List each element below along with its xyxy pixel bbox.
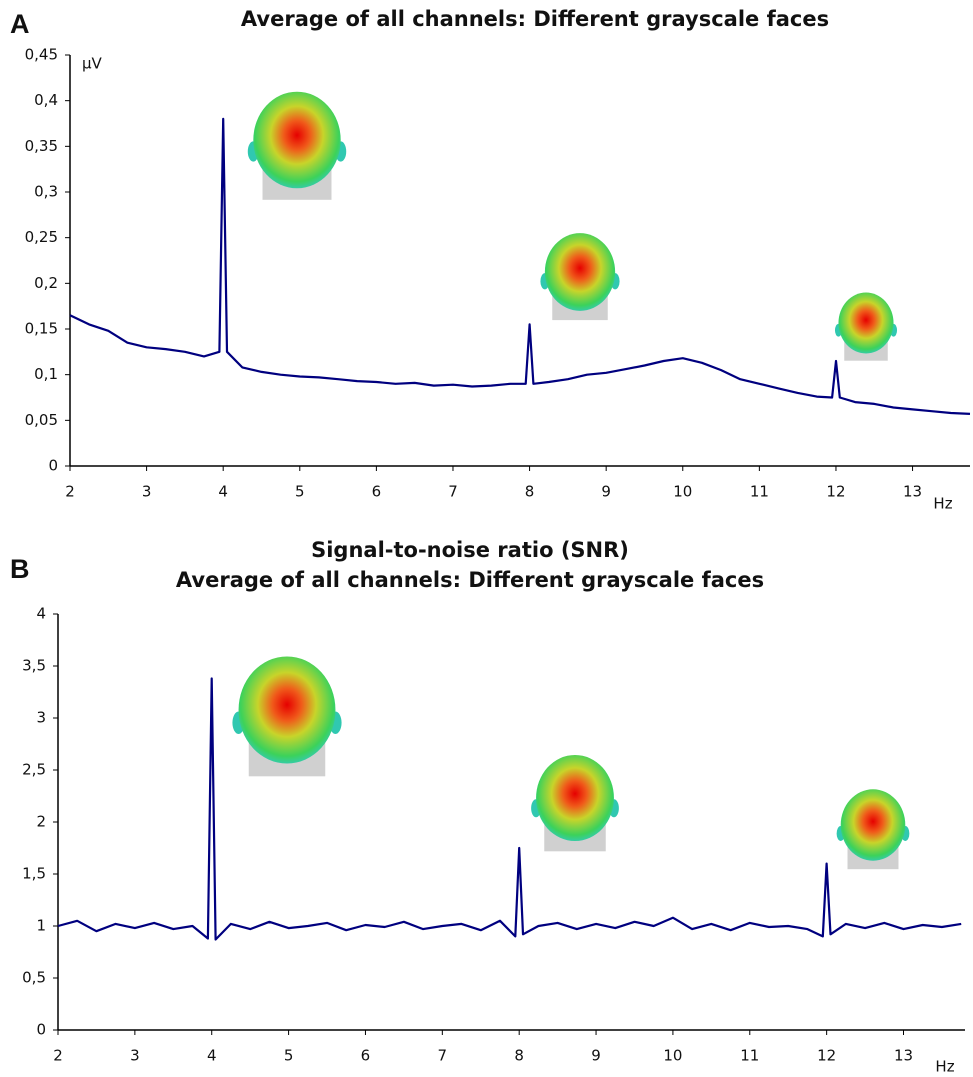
y-tick-label: 3: [36, 709, 46, 727]
panel-label: B: [10, 554, 30, 584]
y-tick-label: 2,5: [22, 761, 46, 779]
x-tick-label: 4: [207, 1047, 217, 1065]
chart-title: Average of all channels: Different grays…: [241, 7, 829, 31]
x-tick-label: 11: [750, 483, 769, 501]
y-tick-label: 0,3: [34, 183, 58, 201]
y-tick-label: 0,5: [22, 969, 46, 987]
x-tick-label: 9: [591, 1047, 601, 1065]
data-line: [69, 117, 971, 415]
topomap: [536, 754, 614, 842]
topomap: [238, 656, 336, 764]
x-tick-label: 13: [903, 483, 922, 501]
y-tick-label: 2: [36, 813, 46, 831]
data-line: [57, 677, 962, 941]
x-tick-label: 13: [894, 1047, 913, 1065]
y-tick-label: 0,4: [34, 91, 58, 109]
y-tick-label: 0,15: [25, 320, 58, 338]
x-tick-label: 5: [295, 483, 305, 501]
y-tick-label: 0,45: [25, 46, 58, 64]
x-tick-label: 2: [53, 1047, 63, 1065]
topomap: [544, 233, 616, 311]
x-tick-label: 10: [663, 1047, 682, 1065]
x-tick-label: 3: [130, 1047, 140, 1065]
x-tick-label: 12: [826, 483, 845, 501]
chart-title: Signal-to-noise ratio (SNR): [311, 538, 629, 562]
x-tick-label: 7: [438, 1047, 448, 1065]
y-tick-label: 0,2: [34, 274, 58, 292]
x-unit: Hz: [933, 495, 952, 513]
x-unit: Hz: [935, 1058, 954, 1076]
x-tick-label: 10: [673, 483, 692, 501]
topomap: [840, 789, 906, 861]
y-tick-label: 0,05: [25, 411, 58, 429]
y-tick-label: 0,25: [25, 228, 58, 246]
y-tick-label: 3,5: [22, 657, 46, 675]
x-tick-label: 5: [284, 1047, 294, 1065]
x-tick-label: 11: [740, 1047, 759, 1065]
panel-label: A: [10, 9, 30, 39]
y-tick-label: 0,35: [25, 137, 58, 155]
topomap: [838, 292, 894, 354]
y-unit: μV: [82, 55, 103, 73]
x-tick-label: 8: [514, 1047, 524, 1065]
y-tick-label: 4: [36, 605, 46, 623]
x-tick-label: 2: [65, 483, 75, 501]
x-tick-label: 3: [142, 483, 152, 501]
x-tick-label: 6: [361, 1047, 371, 1065]
y-tick-label: 0: [36, 1021, 46, 1039]
y-tick-label: 0: [48, 457, 58, 475]
y-tick-label: 1,5: [22, 865, 46, 883]
x-tick-label: 9: [601, 483, 611, 501]
topomap: [253, 91, 341, 189]
x-tick-label: 8: [525, 483, 535, 501]
chart-subtitle: Average of all channels: Different grays…: [176, 568, 764, 592]
y-tick-label: 1: [36, 917, 46, 935]
x-tick-label: 6: [372, 483, 382, 501]
x-tick-label: 4: [218, 483, 228, 501]
x-tick-label: 12: [817, 1047, 836, 1065]
y-tick-label: 0,1: [34, 365, 58, 383]
x-tick-label: 7: [448, 483, 458, 501]
